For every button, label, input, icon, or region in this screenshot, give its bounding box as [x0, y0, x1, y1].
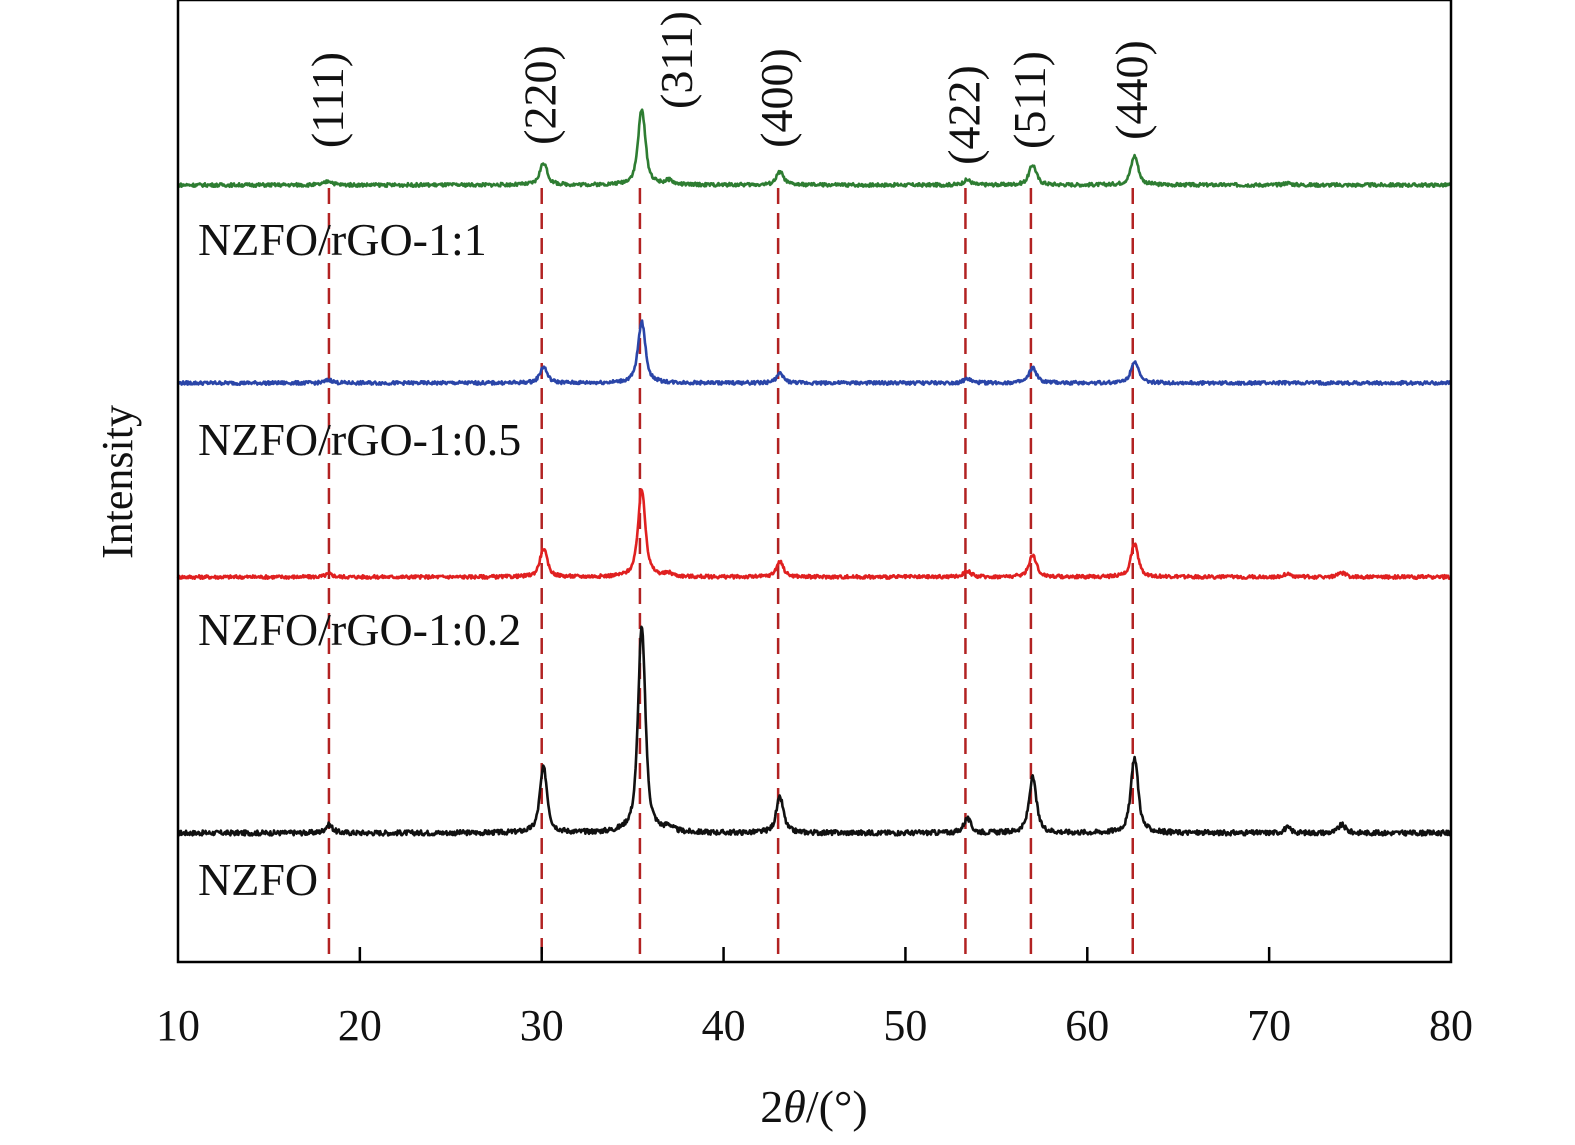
y-axis-label: Intensity	[93, 405, 142, 559]
series-label: NZFO/rGO-1:0.2	[198, 604, 521, 655]
hkl-label: (220)	[515, 45, 566, 145]
series-line-1	[176, 488, 1452, 580]
series-label: NZFO	[198, 854, 318, 905]
plot-frame	[176, 0, 1453, 964]
reference-lines	[327, 188, 1134, 962]
x-tick-label: 40	[702, 1001, 746, 1050]
x-tick-label: 60	[1065, 1001, 1109, 1050]
hkl-label: (400)	[751, 48, 802, 148]
hkl-label: (111)	[302, 52, 353, 148]
hkl-label: (440)	[1106, 40, 1157, 140]
hkl-labels: (111) (220) (311) (400) (422) (511) (440)	[302, 11, 1157, 165]
x-tick-label: 10	[156, 1001, 200, 1050]
series-line-3	[177, 108, 1451, 188]
series-label: NZFO/rGO-1:0.5	[198, 414, 521, 465]
series-line-2	[176, 319, 1452, 386]
hkl-label: (311)	[651, 11, 702, 109]
x-tick-label: 80	[1429, 1001, 1473, 1050]
x-tick-label: 30	[520, 1001, 564, 1050]
x-axis-label: 2θ/(°)	[760, 1081, 867, 1132]
hkl-label: (511)	[1004, 51, 1055, 149]
x-ticks: 10 20 30 40 50 60 70 80	[156, 947, 1473, 1050]
hkl-label: (422)	[938, 65, 989, 165]
x-tick-label: 50	[883, 1001, 927, 1050]
series-label: NZFO/rGO-1:1	[198, 214, 487, 265]
series-line-0	[177, 625, 1451, 837]
series-labels: NZFO NZFO/rGO-1:0.2 NZFO/rGO-1:0.5 NZFO/rGO…	[198, 214, 521, 905]
x-tick-label: 70	[1247, 1001, 1291, 1050]
x-tick-label: 20	[338, 1001, 382, 1050]
series-curves	[176, 108, 1452, 837]
